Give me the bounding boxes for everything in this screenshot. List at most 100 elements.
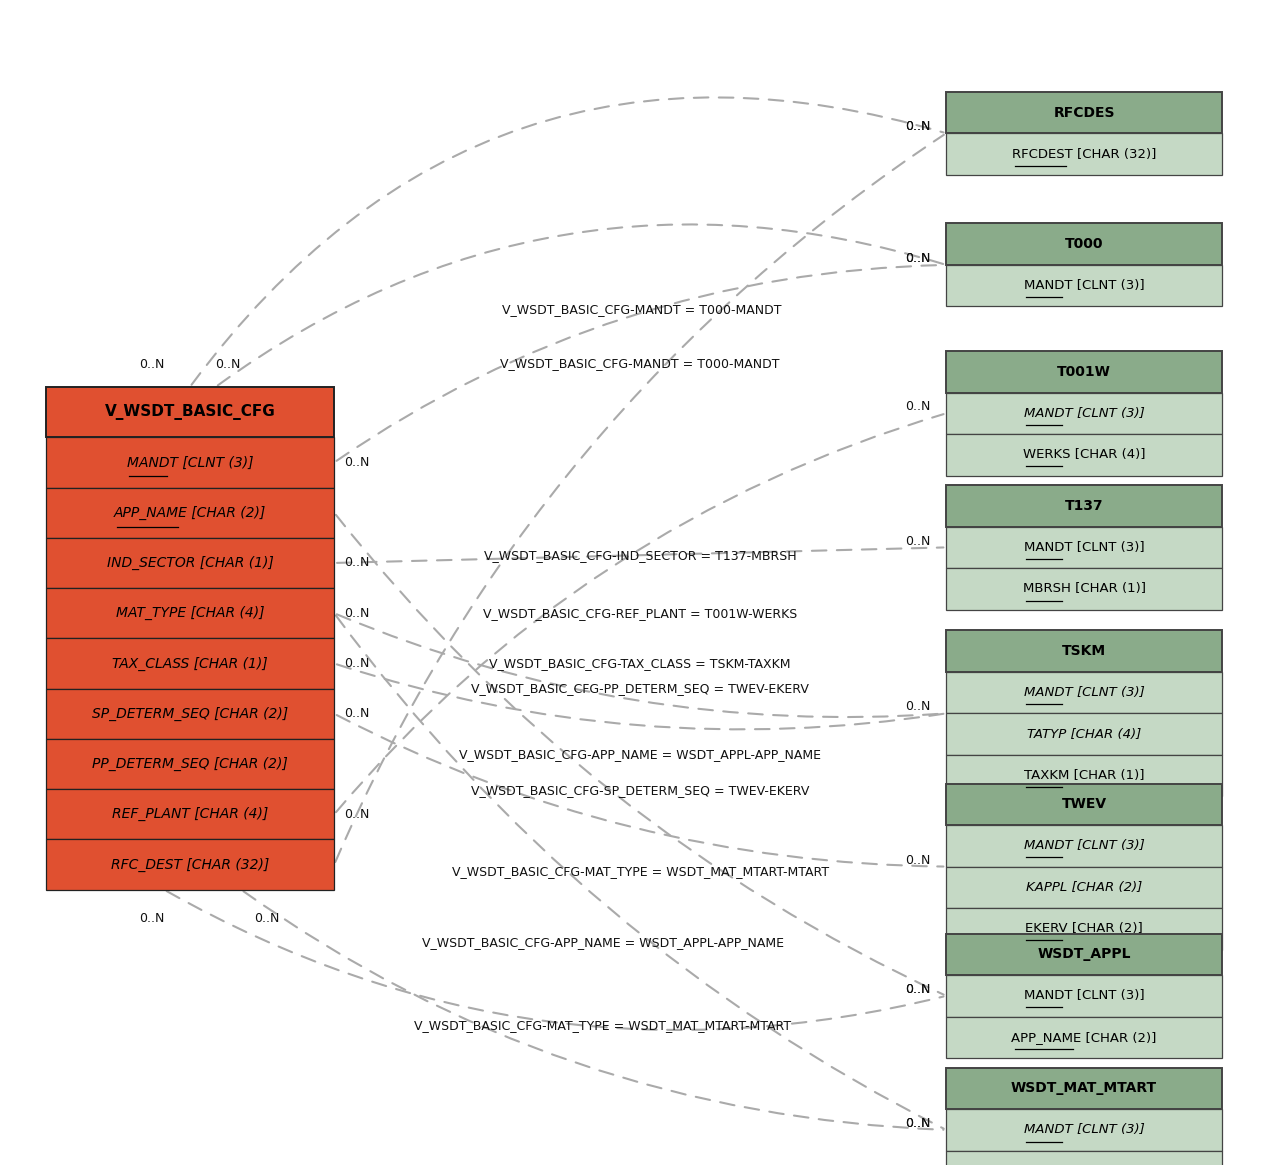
Text: 0..N: 0..N	[906, 854, 930, 867]
Bar	[45, 538, 335, 588]
Text: V_WSDT_BASIC_CFG-APP_NAME = WSDT_APPL-APP_NAME: V_WSDT_BASIC_CFG-APP_NAME = WSDT_APPL-AP…	[422, 937, 784, 949]
Text: 0..N: 0..N	[344, 807, 370, 821]
Text: 0..N: 0..N	[906, 120, 930, 133]
Text: MBRSH [CHAR (1)]: MBRSH [CHAR (1)]	[1023, 582, 1146, 595]
Text: V_WSDT_BASIC_CFG-APP_NAME = WSDT_APPL-APP_NAME: V_WSDT_BASIC_CFG-APP_NAME = WSDT_APPL-AP…	[459, 748, 821, 761]
Text: PP_DETERM_SEQ [CHAR (2)]: PP_DETERM_SEQ [CHAR (2)]	[92, 757, 287, 771]
Bar	[45, 588, 335, 638]
Bar	[946, 867, 1221, 908]
Text: V_WSDT_BASIC_CFG: V_WSDT_BASIC_CFG	[104, 404, 276, 421]
Bar	[946, 92, 1221, 133]
Text: 0..N: 0..N	[906, 252, 930, 264]
Text: WERKS [CHAR (4)]: WERKS [CHAR (4)]	[1023, 449, 1146, 461]
Text: EKERV [CHAR (2)]: EKERV [CHAR (2)]	[1025, 923, 1143, 935]
Text: IND_SECTOR [CHAR (1)]: IND_SECTOR [CHAR (1)]	[106, 556, 273, 570]
Text: 0..N: 0..N	[216, 358, 241, 372]
Text: RFCDES: RFCDES	[1053, 106, 1115, 120]
Text: 0..N: 0..N	[906, 700, 930, 713]
Bar	[946, 1017, 1221, 1058]
Text: WSDT_APPL: WSDT_APPL	[1038, 947, 1130, 961]
Text: T001W: T001W	[1057, 365, 1111, 379]
Text: V_WSDT_BASIC_CFG-MAT_TYPE = WSDT_MAT_MTART-MTART: V_WSDT_BASIC_CFG-MAT_TYPE = WSDT_MAT_MTA…	[452, 866, 829, 878]
Text: 0..N: 0..N	[344, 707, 370, 720]
Text: APP_NAME [CHAR (2)]: APP_NAME [CHAR (2)]	[1011, 1031, 1157, 1044]
Text: MANDT [CLNT (3)]: MANDT [CLNT (3)]	[1024, 280, 1144, 292]
Text: SP_DETERM_SEQ [CHAR (2)]: SP_DETERM_SEQ [CHAR (2)]	[92, 707, 287, 721]
Bar	[946, 825, 1221, 867]
Text: 0..N: 0..N	[139, 358, 164, 372]
Text: T000: T000	[1065, 238, 1103, 252]
Bar	[946, 351, 1221, 393]
Text: MANDT [CLNT (3)]: MANDT [CLNT (3)]	[1024, 541, 1144, 553]
Bar	[946, 1067, 1221, 1109]
Bar	[45, 689, 335, 739]
Bar	[946, 133, 1221, 175]
Bar	[946, 435, 1221, 475]
Text: 0..N: 0..N	[344, 657, 370, 670]
Text: KAPPL [CHAR (2)]: KAPPL [CHAR (2)]	[1026, 881, 1142, 894]
Text: 0..N: 0..N	[254, 912, 280, 925]
Text: 0..N: 0..N	[139, 912, 164, 925]
Bar	[946, 908, 1221, 949]
Text: TATYP [CHAR (4)]: TATYP [CHAR (4)]	[1026, 728, 1142, 741]
Text: RFC_DEST [CHAR (32)]: RFC_DEST [CHAR (32)]	[110, 857, 269, 871]
Text: MANDT [CLNT (3)]: MANDT [CLNT (3)]	[1024, 1123, 1144, 1136]
Text: 0..N: 0..N	[344, 557, 370, 570]
Bar	[45, 638, 335, 689]
Text: 0..N: 0..N	[906, 120, 930, 133]
Text: TAXKM [CHAR (1)]: TAXKM [CHAR (1)]	[1024, 769, 1144, 782]
Text: MANDT [CLNT (3)]: MANDT [CLNT (3)]	[1024, 989, 1144, 1002]
Bar	[45, 840, 335, 890]
Text: V_WSDT_BASIC_CFG-IND_SECTOR = T137-MBRSH: V_WSDT_BASIC_CFG-IND_SECTOR = T137-MBRSH	[484, 549, 797, 562]
Bar	[946, 672, 1221, 713]
Bar	[946, 784, 1221, 825]
Bar	[45, 437, 335, 487]
Text: TWEV: TWEV	[1061, 797, 1107, 811]
Text: MANDT [CLNT (3)]: MANDT [CLNT (3)]	[127, 456, 253, 469]
Text: TSKM: TSKM	[1062, 644, 1106, 658]
Text: TAX_CLASS [CHAR (1)]: TAX_CLASS [CHAR (1)]	[112, 656, 268, 671]
Text: MANDT [CLNT (3)]: MANDT [CLNT (3)]	[1024, 407, 1144, 419]
Text: REF_PLANT [CHAR (4)]: REF_PLANT [CHAR (4)]	[112, 807, 268, 821]
Bar	[946, 224, 1221, 264]
Bar	[45, 789, 335, 840]
Text: 0..N: 0..N	[906, 535, 930, 548]
Bar	[946, 1109, 1221, 1151]
Text: 0..N: 0..N	[906, 1117, 930, 1130]
Bar	[946, 975, 1221, 1017]
Bar	[946, 569, 1221, 609]
Bar	[946, 755, 1221, 797]
Bar	[946, 933, 1221, 975]
Bar	[946, 1151, 1221, 1165]
Text: V_WSDT_BASIC_CFG-PP_DETERM_SEQ = TWEV-EKERV: V_WSDT_BASIC_CFG-PP_DETERM_SEQ = TWEV-EK…	[471, 682, 810, 696]
Bar	[946, 264, 1221, 306]
Bar	[946, 527, 1221, 569]
Bar	[45, 739, 335, 789]
Text: 0..N: 0..N	[906, 1117, 930, 1130]
Bar	[45, 487, 335, 538]
Text: 0..N: 0..N	[906, 983, 930, 996]
Text: 0..N: 0..N	[906, 401, 930, 414]
Bar	[946, 630, 1221, 672]
Text: V_WSDT_BASIC_CFG-MAT_TYPE = WSDT_MAT_MTART-MTART: V_WSDT_BASIC_CFG-MAT_TYPE = WSDT_MAT_MTA…	[414, 1019, 792, 1032]
Text: APP_NAME [CHAR (2)]: APP_NAME [CHAR (2)]	[114, 506, 266, 520]
Text: 0..N: 0..N	[906, 252, 930, 264]
Bar	[946, 713, 1221, 755]
Text: 0..N: 0..N	[344, 607, 370, 620]
Text: MAT_TYPE [CHAR (4)]: MAT_TYPE [CHAR (4)]	[115, 606, 264, 620]
Text: V_WSDT_BASIC_CFG-SP_DETERM_SEQ = TWEV-EKERV: V_WSDT_BASIC_CFG-SP_DETERM_SEQ = TWEV-EK…	[471, 784, 810, 797]
Text: V_WSDT_BASIC_CFG-TAX_CLASS = TSKM-TAXKM: V_WSDT_BASIC_CFG-TAX_CLASS = TSKM-TAXKM	[490, 657, 790, 670]
Text: V_WSDT_BASIC_CFG-MANDT = T000-MANDT: V_WSDT_BASIC_CFG-MANDT = T000-MANDT	[502, 304, 781, 317]
Text: MANDT [CLNT (3)]: MANDT [CLNT (3)]	[1024, 839, 1144, 853]
Text: V_WSDT_BASIC_CFG-REF_PLANT = T001W-WERKS: V_WSDT_BASIC_CFG-REF_PLANT = T001W-WERKS	[484, 607, 797, 620]
Text: WSDT_MAT_MTART: WSDT_MAT_MTART	[1011, 1081, 1157, 1095]
Bar	[946, 393, 1221, 435]
Bar	[946, 485, 1221, 527]
Text: RFCDEST [CHAR (32)]: RFCDEST [CHAR (32)]	[1012, 148, 1156, 161]
Text: V_WSDT_BASIC_CFG-MANDT = T000-MANDT: V_WSDT_BASIC_CFG-MANDT = T000-MANDT	[500, 358, 780, 370]
Text: MANDT [CLNT (3)]: MANDT [CLNT (3)]	[1024, 686, 1144, 699]
Text: T137: T137	[1065, 499, 1103, 513]
Text: 0..N: 0..N	[906, 983, 930, 996]
Bar	[45, 387, 335, 437]
Text: 0..N: 0..N	[344, 456, 370, 468]
